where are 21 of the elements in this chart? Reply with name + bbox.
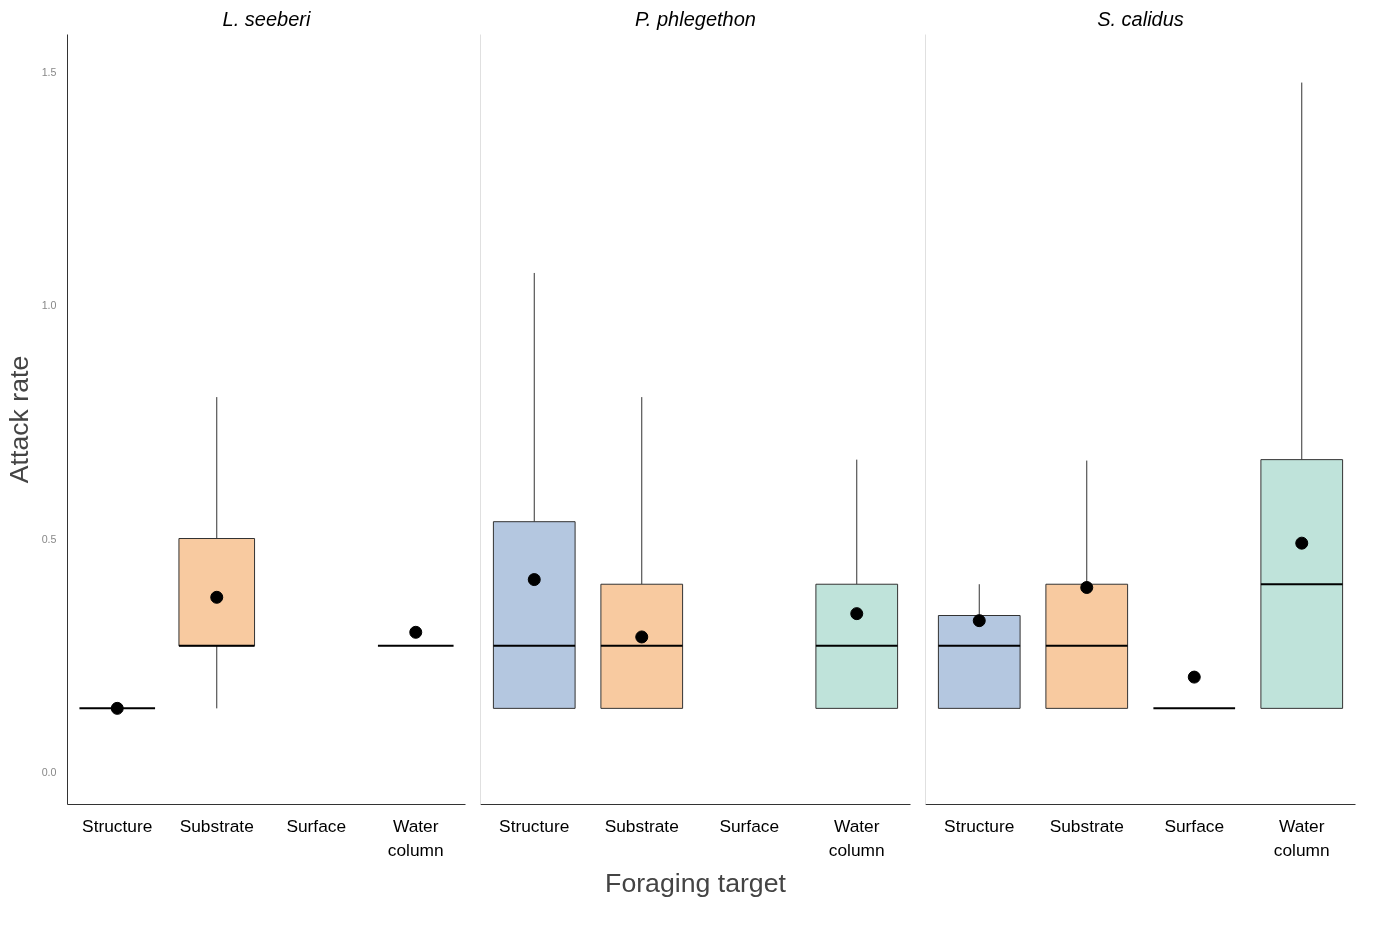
x-tick-label: Structure (82, 815, 153, 836)
x-tick-label: Surface (1164, 815, 1225, 836)
x-tick-label: Substrate (179, 815, 254, 836)
x-tick-label: Surface (719, 815, 780, 836)
chart-title: P. phlegethon (635, 7, 756, 30)
x-tick-label: Structure (944, 815, 1015, 836)
y-tick-label: 1.5 (41, 65, 57, 78)
chart-title: S. calidus (1097, 7, 1184, 30)
x-tick-label: Structure (499, 815, 570, 836)
x-tick-label: Water column (387, 815, 444, 860)
x-tick-label: Water column (1273, 815, 1330, 860)
x-tick-label: Water column (828, 815, 885, 860)
x-tick-label: Substrate (604, 815, 679, 836)
x-tick-label: Substrate (1049, 815, 1124, 836)
chart-title: L. seeberi (222, 7, 311, 30)
y-tick-label: 0.0 (41, 765, 57, 778)
y-tick-label: 1.0 (41, 299, 57, 312)
x-axis-title: Foraging target (605, 867, 787, 898)
x-tick-label: Surface (286, 815, 347, 836)
y-axis-title: Attack rate (3, 355, 34, 484)
y-tick-label: 0.5 (41, 532, 57, 545)
